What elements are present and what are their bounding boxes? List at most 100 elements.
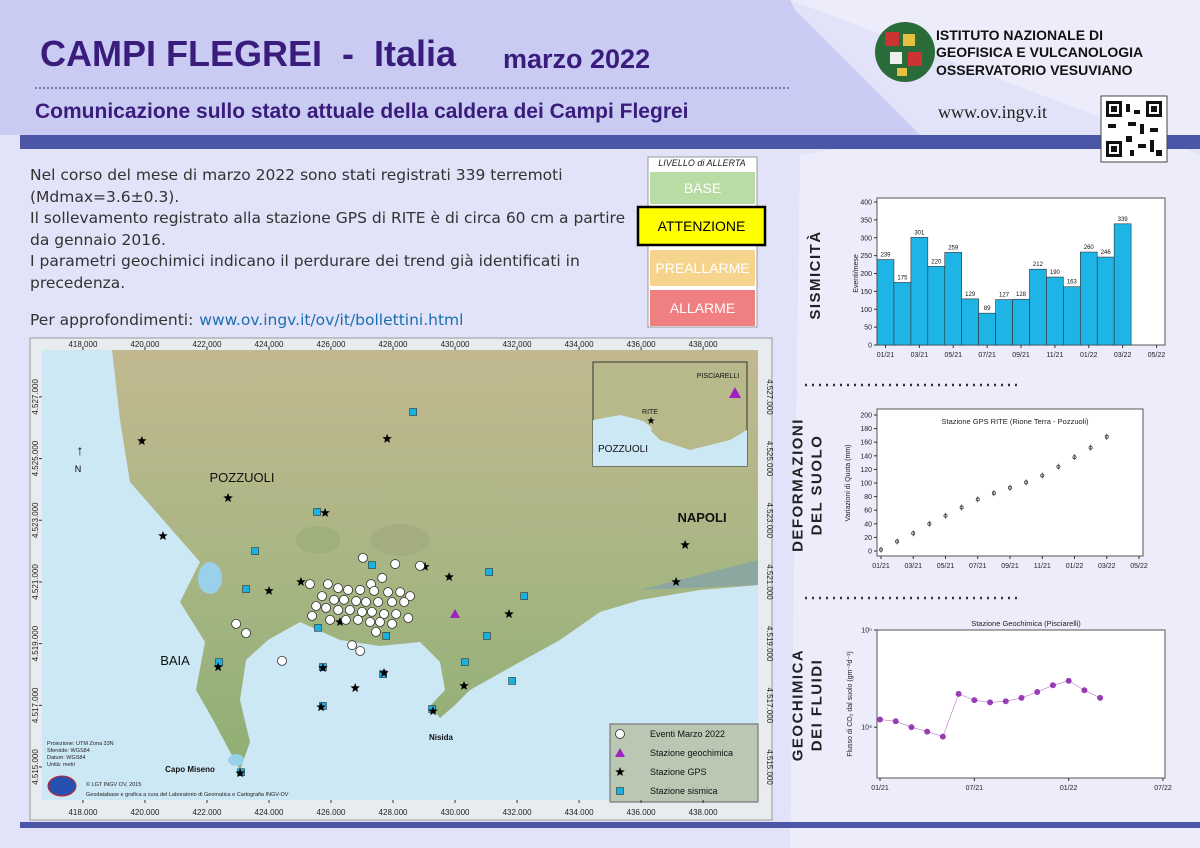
y-tick-label: 50 <box>864 325 872 332</box>
map-point-star <box>671 576 681 586</box>
map-point-star <box>318 663 328 672</box>
map-point-star <box>320 507 330 517</box>
alert-level <box>636 205 767 247</box>
map-x-tick-label: 426.000 <box>317 340 346 349</box>
legend-label: Stazione GPS <box>650 767 707 777</box>
map-metadata: Proiezione: UTM Zona 33N <box>47 741 114 747</box>
point <box>1002 698 1009 705</box>
map-point-circle <box>395 587 406 598</box>
bar-value-label: 339 <box>1118 217 1129 223</box>
map-point-circle <box>305 579 315 589</box>
x-tick-label: 07/21 <box>978 352 996 359</box>
map-x-tick-label: 430.000 <box>441 340 470 349</box>
qr-code <box>1100 95 1168 163</box>
x-tick-label: 01/21 <box>871 785 889 792</box>
y-axis-label: Eventi/mese <box>853 254 860 293</box>
inset-label: POZZUOLI <box>598 444 648 455</box>
point <box>987 699 994 706</box>
summary: Nel corso del mese di marzo 2022 sono st… <box>30 165 640 294</box>
x-tick-label: 01/22 <box>1080 352 1098 359</box>
legend-swatch <box>615 729 625 739</box>
point <box>975 497 980 502</box>
map-point-circle <box>399 597 410 607</box>
map-point-circle <box>353 614 363 625</box>
title: CAMPI FLEGREI - Italia <box>40 33 457 74</box>
more-info-label: Per approfondimenti: <box>30 311 194 329</box>
place-label: POZZUOLI <box>209 470 274 485</box>
section-label: DEL SUOLO <box>809 435 826 536</box>
map-y-tick-label: 4.527.000 <box>765 379 774 415</box>
bar <box>1012 298 1030 346</box>
bar-value-label: 190 <box>1050 270 1061 276</box>
y-tick-label: 0 <box>868 549 872 556</box>
point <box>911 531 916 536</box>
map-point-square <box>461 658 469 666</box>
map-point-square <box>242 585 250 593</box>
map-point-square <box>382 632 391 640</box>
summary-line: I parametri geochimici indicano il perdu… <box>30 252 580 292</box>
map-point-square <box>368 561 376 569</box>
y-axis-label: Flusso di CO₂ dal suolo (gm⁻²d⁻¹) <box>847 651 854 756</box>
map-x-tick-label: 430.000 <box>441 808 470 817</box>
x-tick-label: 03/22 <box>1098 563 1116 570</box>
point <box>955 690 962 697</box>
bulletin-link[interactable]: www.ov.ingv.it/ov/it/bollettini.html <box>199 311 464 329</box>
inset-label: PISCIARELLI <box>697 373 739 380</box>
bar <box>1063 286 1081 346</box>
map-point-circle <box>321 602 331 613</box>
map-x-tick-label: 418.000 <box>68 340 97 349</box>
map-y-tick-label: 4.515.000 <box>765 749 774 785</box>
bar <box>995 299 1013 346</box>
y-tick-label: 200 <box>860 413 872 420</box>
map-point-circle <box>358 552 368 563</box>
map-point-circle <box>231 618 242 629</box>
map-point-circle <box>355 585 366 595</box>
x-tick-label: 05/22 <box>1148 352 1166 359</box>
chart-box <box>876 408 1144 557</box>
map-point-circle <box>383 587 393 598</box>
svg-text:★: ★ <box>647 416 656 427</box>
bar-value-label: 239 <box>880 253 891 259</box>
bar <box>978 312 996 346</box>
map-point-star <box>223 493 233 503</box>
header-bg <box>0 0 920 135</box>
map-point-circle <box>357 606 367 617</box>
map-point-star <box>350 683 360 693</box>
point <box>1049 682 1056 689</box>
point <box>895 539 900 544</box>
map-point-circle <box>329 594 340 605</box>
x-tick-label: 01/21 <box>872 563 890 570</box>
map-point-circle <box>339 594 349 605</box>
y-tick-label: 0 <box>868 343 872 350</box>
header-bar <box>20 135 1200 149</box>
inset-label: RITE <box>642 409 658 416</box>
map-point-star <box>235 768 245 778</box>
map-point-circle <box>369 585 380 596</box>
map-legend <box>609 723 759 803</box>
map-point-star <box>264 585 274 595</box>
map-point-star <box>428 706 438 716</box>
map-point-circle <box>373 597 384 607</box>
map-point-square <box>314 624 322 632</box>
legend-swatch <box>616 787 624 795</box>
x-tick-label: 05/21 <box>944 352 962 359</box>
map-point-star <box>504 609 514 619</box>
section-label: DEI FLUIDI <box>809 659 826 752</box>
map-point-square <box>409 408 417 416</box>
map-point-circle <box>317 591 327 602</box>
map-point-circle <box>403 613 414 623</box>
map-point-circle <box>390 559 401 569</box>
map-point-circle <box>311 601 322 611</box>
y-axis-label: Variazioni di Quota (mm) <box>845 445 852 522</box>
bar-value-label: 246 <box>1101 250 1112 256</box>
map-point-circle <box>387 618 397 629</box>
map-point-circle <box>351 596 362 606</box>
map-point-square <box>313 508 321 516</box>
map-x-tick-label: 424.000 <box>255 808 284 817</box>
x-tick-label: 09/21 <box>1012 352 1030 359</box>
map-point-star <box>379 667 389 677</box>
place-label: Capo Miseno <box>165 765 215 774</box>
bar <box>876 259 895 346</box>
point <box>892 718 899 725</box>
